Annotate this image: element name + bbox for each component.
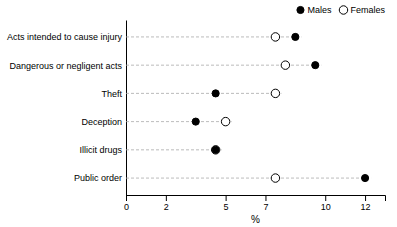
guide-line [126,93,281,94]
x-tick: 0 [124,195,129,212]
dot [192,118,199,125]
x-tick-mark [166,195,167,201]
chart: Acts intended to cause injury Dangerous o… [0,0,397,227]
legend-item: Females [339,5,385,15]
dot [212,90,219,97]
dot [271,89,279,97]
legend-label: Females [350,5,385,15]
x-tick-label: 12 [361,202,371,212]
x-tick: 5 [224,195,229,212]
guide-line [126,178,371,179]
legend-label: Males [307,5,332,15]
y-tick-label: Acts intended to cause injury [7,32,123,42]
dot [211,146,219,154]
y-tick: Public order [74,173,126,183]
y-tick: Deception [81,117,126,127]
x-axis-line [127,196,386,202]
legend-symbol [297,6,304,13]
x-tick-label: 10 [321,202,331,212]
x-axis-title: % [251,214,260,225]
dot [281,61,289,69]
x-tick: 7 [263,195,268,212]
x-tick-mark [325,195,326,201]
legend-symbol [339,6,347,14]
dot [271,33,279,41]
y-tick-label: Illicit drugs [79,145,122,155]
x-tick-label: 7 [263,202,268,212]
y-tick-label: Dangerous or negligent acts [9,61,122,71]
y-tick: Dangerous or negligent acts [9,61,126,71]
x-tick: 12 [361,195,371,212]
dot [312,62,319,69]
x-tick-mark [265,195,266,201]
x-tick-label: 0 [124,202,129,212]
dot [292,33,299,40]
plot-area [126,33,371,183]
y-tick-label: Public order [74,173,122,183]
series [211,33,289,183]
guide-line [126,121,232,122]
y-tick: Acts intended to cause injury [7,32,126,42]
dot [212,146,219,153]
dot [362,174,369,181]
guide-line [126,149,222,150]
y-tick: Theft [101,89,126,99]
dot [271,174,279,182]
guide-line [126,65,321,66]
y-tick-label: Theft [101,89,122,99]
x-tick: 2 [164,195,169,212]
x-tick: 10 [321,195,331,212]
x-tick-mark [226,195,227,201]
legend: Males Females [297,5,386,15]
y-tick-label: Deception [81,117,122,127]
y-axis-line [126,21,127,196]
y-tick: Illicit drugs [79,145,126,155]
x-tick-mark [365,195,366,201]
x-tick-mark [126,195,127,201]
series [192,33,368,181]
x-tick-label: 2 [164,202,169,212]
legend-item: Males [297,5,332,15]
x-axis: 0 2 5 7 10 12 [124,195,386,212]
dot [221,117,229,125]
x-tick-label: 5 [224,202,229,212]
y-axis: Acts intended to cause injury Dangerous o… [7,21,127,196]
